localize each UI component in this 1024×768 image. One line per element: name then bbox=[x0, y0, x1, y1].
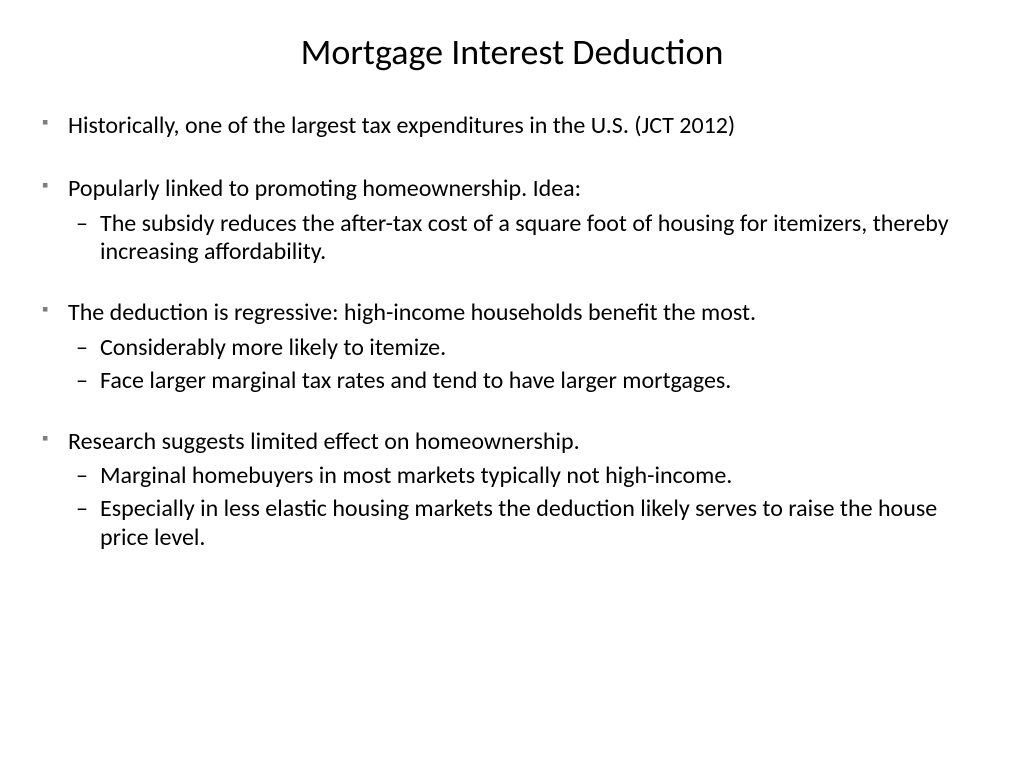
bullet-l2: The subsidy reduces the after-tax cost o… bbox=[40, 210, 984, 268]
spacer bbox=[40, 147, 984, 175]
bullet-l2: Face larger marginal tax rates and tend … bbox=[40, 367, 984, 396]
bullet-list: Historically, one of the largest tax exp… bbox=[40, 112, 984, 553]
bullet-l1: The deduction is regressive: high-income… bbox=[40, 299, 984, 328]
spacer bbox=[40, 271, 984, 299]
bullet-l1: Historically, one of the largest tax exp… bbox=[40, 112, 984, 141]
bullet-l1: Popularly linked to promoting homeowners… bbox=[40, 175, 984, 204]
bullet-l2: Marginal homebuyers in most markets typi… bbox=[40, 462, 984, 491]
bullet-l2: Considerably more likely to itemize. bbox=[40, 334, 984, 363]
spacer bbox=[40, 400, 984, 428]
bullet-l2: Especially in less elastic housing marke… bbox=[40, 495, 984, 553]
slide-title: Mortgage Interest Deduction bbox=[40, 30, 984, 74]
bullet-l1: Research suggests limited effect on home… bbox=[40, 428, 984, 457]
